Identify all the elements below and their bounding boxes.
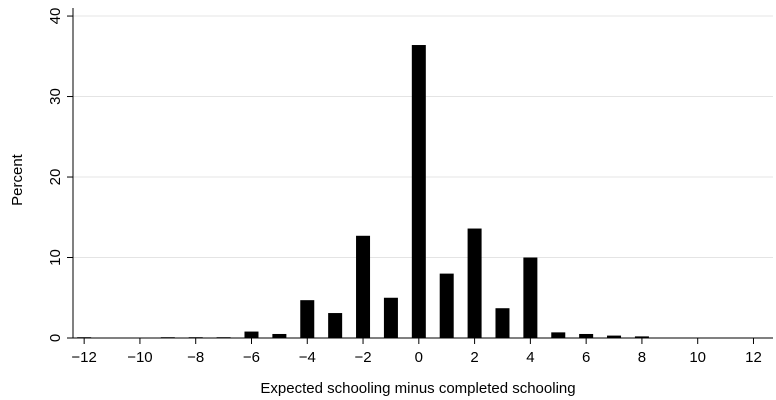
x-tick-label: 2 — [470, 349, 478, 366]
y-tick-label: 40 — [47, 8, 64, 25]
histogram-bar — [300, 300, 315, 338]
histogram-bar — [383, 297, 398, 338]
x-tick-label: −6 — [243, 349, 260, 366]
x-tick-label: 12 — [745, 349, 762, 366]
histogram-bar — [607, 335, 622, 338]
x-tick-label: 6 — [582, 349, 590, 366]
histogram-bar — [411, 45, 426, 339]
y-tick-label: 30 — [47, 88, 64, 105]
y-axis-title: Percent — [9, 153, 26, 206]
y-tick-label: 10 — [47, 249, 64, 266]
x-tick-label: −12 — [71, 349, 96, 366]
histogram-bar — [244, 331, 259, 338]
x-tick-label: −2 — [354, 349, 371, 366]
y-tick-label: 20 — [47, 169, 64, 186]
axes — [72, 8, 773, 339]
x-tick-label: 0 — [415, 349, 423, 366]
histogram-bar — [356, 235, 371, 338]
x-tick-label: −8 — [187, 349, 204, 366]
histogram-bar — [495, 308, 510, 338]
x-tick-label: 8 — [638, 349, 646, 366]
x-axis-title: Expected schooling minus completed schoo… — [260, 380, 575, 397]
histogram-bar — [523, 257, 538, 338]
histogram-bar — [634, 336, 649, 338]
histogram-bar — [272, 333, 287, 338]
histogram-bar — [439, 273, 454, 338]
x-tick-label: −10 — [127, 349, 152, 366]
x-tick-label: 4 — [526, 349, 534, 366]
histogram-bar — [467, 228, 482, 338]
x-tick-label: 10 — [689, 349, 706, 366]
histogram-bar — [551, 332, 566, 338]
y-tick-label: 0 — [47, 334, 64, 342]
x-tick-label: −4 — [299, 349, 316, 366]
bars — [77, 45, 649, 339]
histogram-bar — [328, 313, 343, 338]
histogram-bar — [579, 333, 594, 338]
ticks: −12 −10 −8 −6 −4 −2 0 2 4 6 8 10 12 0 10 20 30 40 — [47, 8, 762, 366]
